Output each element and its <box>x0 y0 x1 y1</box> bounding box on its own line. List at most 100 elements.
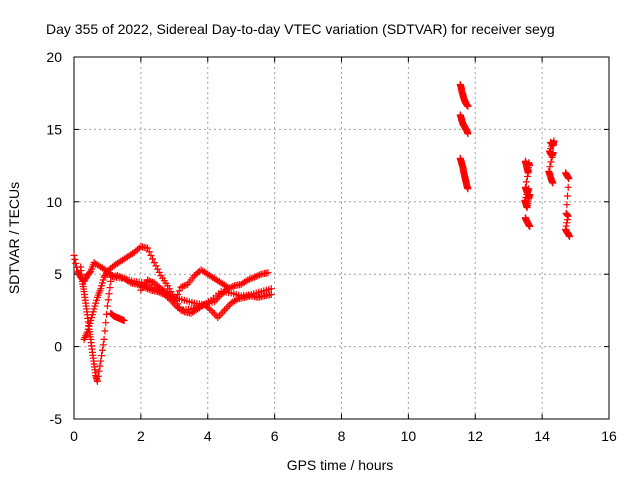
data-point <box>179 283 187 291</box>
data-point <box>526 191 534 199</box>
data-point <box>522 178 530 186</box>
data-point <box>563 219 571 227</box>
y-axis-label: SDTVAR / TECUs <box>6 182 22 294</box>
data-point <box>177 283 185 291</box>
data-point <box>120 317 128 325</box>
series-H <box>456 111 472 138</box>
data-point <box>464 130 472 138</box>
data-point <box>547 158 555 166</box>
x-tick-label: 12 <box>467 428 483 444</box>
data-point <box>95 367 103 375</box>
data-point <box>86 268 94 276</box>
y-tick-label: 15 <box>46 121 62 137</box>
data-point <box>566 233 574 241</box>
data-point <box>162 288 170 296</box>
data-point <box>175 287 183 295</box>
y-tick-label: 20 <box>46 49 62 65</box>
data-point <box>222 282 230 290</box>
data-point <box>546 163 554 171</box>
data-point <box>464 185 472 193</box>
data-point <box>249 274 257 282</box>
data-point <box>115 272 123 280</box>
data-point <box>144 244 152 252</box>
data-point <box>564 192 572 200</box>
data-point <box>101 327 109 335</box>
series-M <box>562 169 574 241</box>
data-point <box>549 179 557 187</box>
data-point <box>224 283 232 291</box>
data-point <box>106 284 114 292</box>
data-point <box>70 251 78 259</box>
data-point <box>205 305 213 313</box>
data-point <box>145 285 153 293</box>
data-point <box>135 244 143 252</box>
y-tick-label: 0 <box>54 339 62 355</box>
data-point <box>147 251 155 259</box>
x-tick-label: 4 <box>204 428 212 444</box>
data-point <box>267 290 275 298</box>
gridlines <box>74 57 609 419</box>
data-point <box>252 272 260 280</box>
data-point <box>100 335 108 343</box>
data-point <box>524 167 532 175</box>
data-point <box>172 294 180 302</box>
x-tick-label: 8 <box>338 428 346 444</box>
chart-title: Day 355 of 2022, Sidereal Day-to-day VTE… <box>46 21 555 37</box>
data-point <box>72 259 80 267</box>
data-point <box>254 272 262 280</box>
data-point <box>563 201 571 209</box>
data-point <box>102 319 110 327</box>
x-axis-label: GPS time / hours <box>287 457 394 473</box>
data-point <box>549 149 557 157</box>
data-points <box>70 81 574 385</box>
x-tick-label: 10 <box>401 428 417 444</box>
series-I <box>456 154 472 193</box>
data-point <box>104 296 112 304</box>
data-point <box>565 175 573 183</box>
data-point <box>155 268 163 276</box>
y-tick-label: 5 <box>54 266 62 282</box>
data-point <box>251 273 259 281</box>
data-point <box>246 275 254 283</box>
data-point <box>154 265 162 273</box>
data-point <box>525 162 533 170</box>
data-point <box>149 255 157 263</box>
series-J <box>521 157 534 212</box>
series-D <box>107 272 275 322</box>
data-point <box>117 273 125 281</box>
series-E <box>137 266 232 306</box>
data-point <box>145 248 153 256</box>
data-point <box>147 277 155 285</box>
data-point <box>152 262 160 270</box>
data-point <box>526 222 534 230</box>
data-point <box>98 346 106 354</box>
data-point <box>256 271 264 279</box>
y-tick-label: -5 <box>50 411 63 427</box>
y-tick-label: 10 <box>46 194 62 210</box>
data-point <box>564 216 572 224</box>
data-point <box>71 255 79 263</box>
data-point <box>98 352 106 360</box>
data-point <box>564 183 572 191</box>
data-point <box>105 290 113 298</box>
data-point <box>113 272 121 280</box>
data-point <box>170 298 178 306</box>
axis-ticks: 0 2 4 6 8 10 12 14 16 -5 0 5 10 15 20 <box>46 49 617 444</box>
x-tick-label: 14 <box>534 428 550 444</box>
series-K <box>521 214 534 230</box>
data-point <box>548 153 556 161</box>
data-point <box>93 377 101 385</box>
data-point <box>96 362 104 370</box>
data-point <box>229 283 237 291</box>
data-point <box>150 259 158 267</box>
data-point <box>97 357 105 365</box>
data-point <box>564 212 572 220</box>
data-point <box>247 275 255 283</box>
data-point <box>264 269 272 277</box>
series-L <box>545 137 558 187</box>
data-point <box>244 276 252 284</box>
x-tick-label: 0 <box>70 428 78 444</box>
series-F <box>107 309 128 325</box>
data-point <box>180 282 188 290</box>
